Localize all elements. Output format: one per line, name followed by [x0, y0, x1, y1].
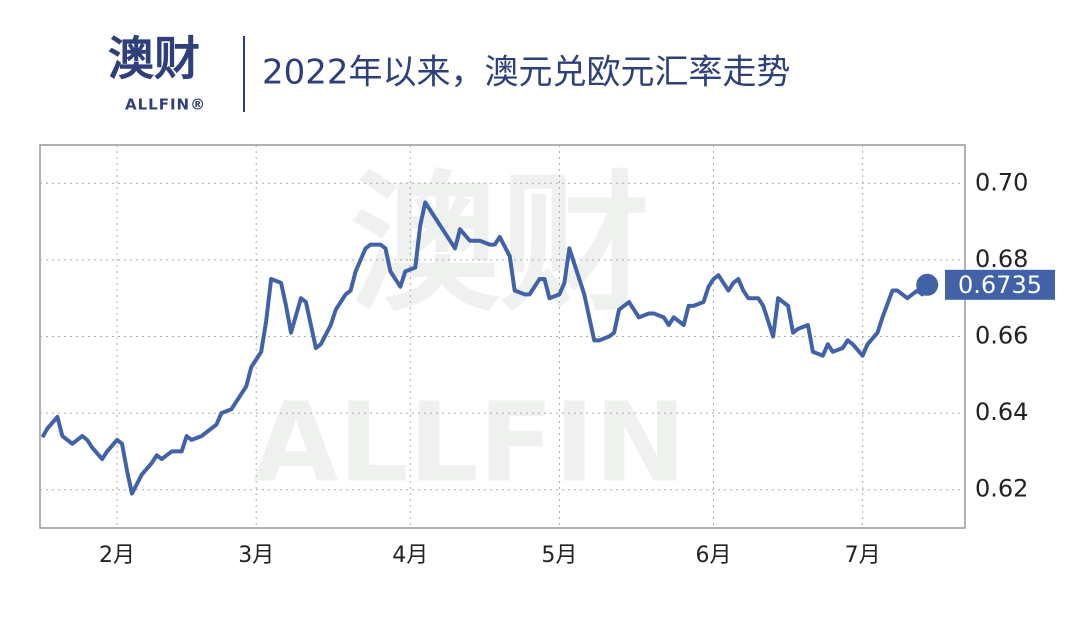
watermark: ALLFIN — [253, 378, 686, 506]
x-tick-label: 3月 — [238, 543, 274, 568]
y-tick-label: 0.66 — [975, 322, 1028, 350]
value-label-box — [945, 269, 1055, 300]
watermark: 澳财 — [350, 158, 650, 332]
y-tick-label: 0.62 — [975, 475, 1028, 503]
y-tick-label: 0.64 — [975, 398, 1028, 426]
x-tick-label: 6月 — [695, 543, 731, 568]
x-tick-label: 2月 — [99, 543, 135, 568]
x-tick-label: 4月 — [392, 543, 428, 568]
chart-title: 2022年以来，澳元兑欧元汇率走势 — [262, 53, 791, 93]
value-label: 0.6735 — [958, 271, 1042, 299]
logo-sub: ALLFIN® — [125, 96, 206, 114]
end-point — [916, 273, 939, 296]
y-tick-label: 0.70 — [975, 168, 1028, 196]
x-tick-label: 5月 — [541, 543, 577, 568]
x-tick-label: 7月 — [845, 543, 881, 568]
y-tick-label: 0.68 — [975, 245, 1028, 273]
logo-name: 澳财 — [108, 32, 200, 86]
line — [40, 200, 930, 496]
